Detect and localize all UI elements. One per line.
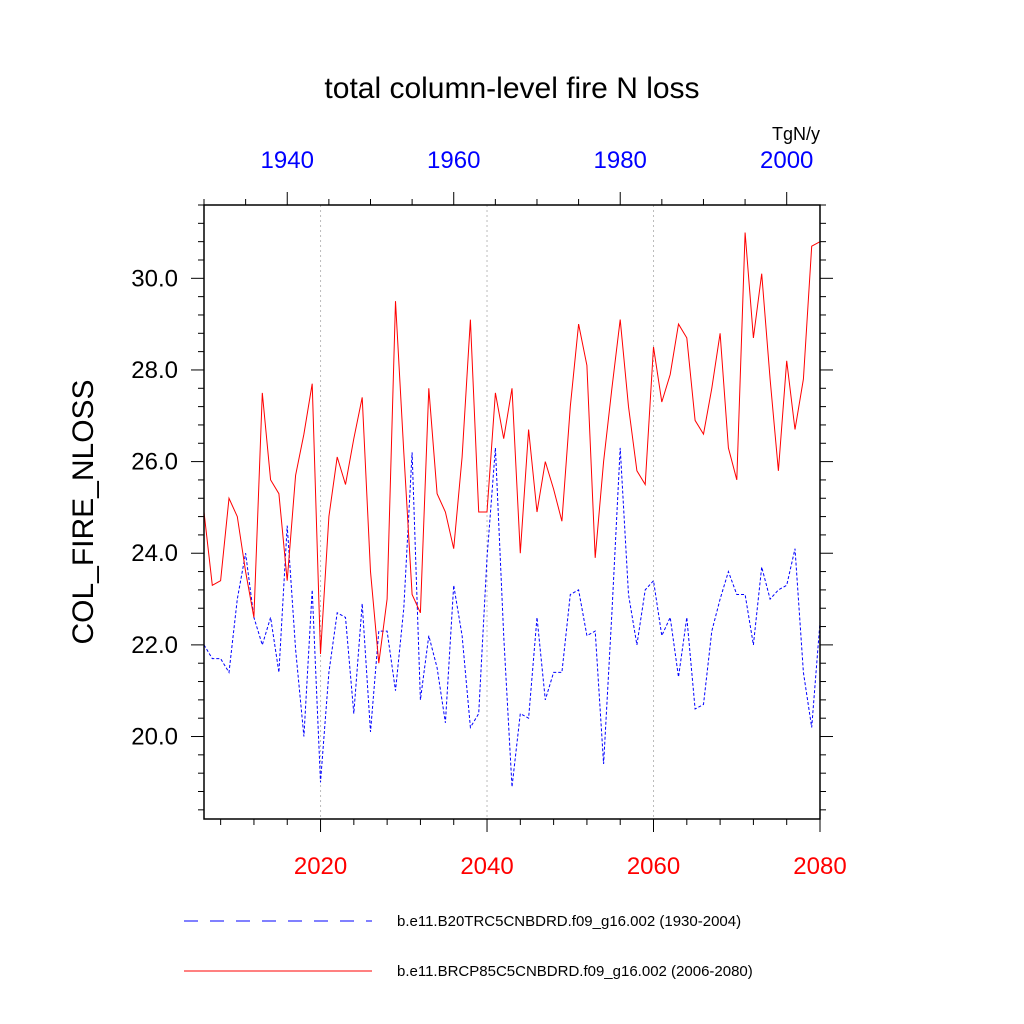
series-line-historical xyxy=(203,447,821,787)
y-axis: 20.0 22.0 24.0 26.0 28.0 30.0 xyxy=(131,204,833,811)
legend: b.e11.B20TRC5CNBDRD.f09_g16.002 (1930-20… xyxy=(184,913,753,980)
series-layer xyxy=(203,232,821,787)
chart-title: total column-level fire N loss xyxy=(324,72,699,105)
y-tick-label: 24.0 xyxy=(131,540,178,567)
y-tick-label: 28.0 xyxy=(131,357,178,384)
series-line-rcp85 xyxy=(203,232,821,664)
x-top-tick-label: 1940 xyxy=(261,147,314,174)
plot-frame xyxy=(203,204,821,820)
gridlines xyxy=(320,205,655,819)
y-tick-label: 20.0 xyxy=(131,724,178,751)
x-bottom-tick-label: 2020 xyxy=(294,853,347,880)
units-label: TgN/y xyxy=(772,124,820,144)
x-axis-top: 1940 1960 1980 2000 xyxy=(203,147,813,205)
legend-label-rcp85: b.e11.BRCP85C5CNBDRD.f09_g16.002 (2006-2… xyxy=(397,963,753,980)
x-bottom-tick-label: 2040 xyxy=(460,853,513,880)
y-tick-label: 30.0 xyxy=(131,265,178,292)
y-tick-label: 22.0 xyxy=(131,632,178,659)
x-axis-bottom: 2020 2040 2060 2080 xyxy=(220,819,847,880)
legend-label-historical: b.e11.B20TRC5CNBDRD.f09_g16.002 (1930-20… xyxy=(397,913,741,930)
x-bottom-tick-label: 2080 xyxy=(793,853,846,880)
x-top-tick-label: 1980 xyxy=(594,147,647,174)
x-top-tick-label: 2000 xyxy=(760,147,813,174)
x-top-tick-label: 1960 xyxy=(427,147,480,174)
y-tick-label: 26.0 xyxy=(131,449,178,476)
y-axis-label: COL_FIRE_NLOSS xyxy=(67,379,100,644)
x-bottom-tick-label: 2060 xyxy=(627,853,680,880)
